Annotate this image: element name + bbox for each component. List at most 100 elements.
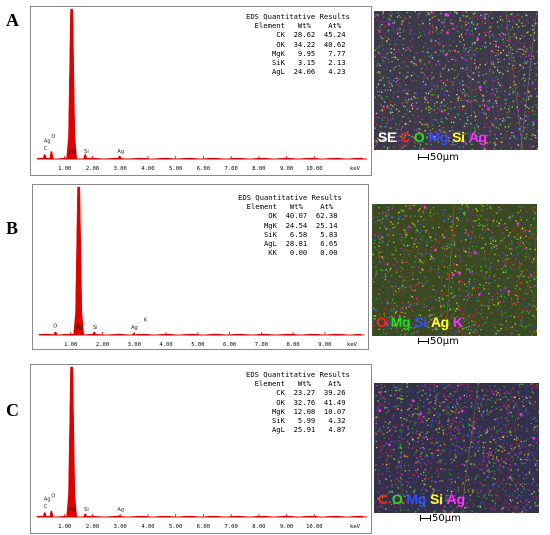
eds-spectrum-c: 1.00 2.00 3.00 4.00 5.00 6.00 7.00 8.00 9.00 10.0…: [30, 364, 372, 534]
x-tick-label: 1.00: [58, 524, 71, 530]
map-background: [372, 204, 537, 336]
x-tick-label: 6.00: [197, 524, 210, 530]
peak-label: Ag: [131, 325, 138, 331]
peak-c: [41, 512, 49, 518]
spectrum-svg-a: 1.00 2.00 3.00 4.00 5.00 6.00 7.00 8.00 9.00 10.0…: [36, 8, 367, 172]
scale-text: 50µm: [432, 513, 461, 524]
scale-bar-icon: [418, 154, 429, 160]
x-tick-label: 7.00: [225, 166, 238, 172]
map-speckle: [374, 383, 539, 513]
spectrum-baseline: [36, 515, 364, 518]
eds-table-row: AgL 25.91 4.87: [246, 425, 346, 435]
legend-entry: O: [376, 314, 387, 330]
x-tick-label: 2.00: [86, 524, 99, 530]
x-tick-label: 9.00: [280, 524, 293, 530]
peak-label: Mg: [69, 507, 77, 513]
eds-table-c: EDS Quantitative Results Element Wt% At%…: [246, 370, 350, 434]
eds-table-row: CK 23.27 39.26: [246, 388, 346, 398]
legend-entry: O: [391, 491, 403, 507]
eds-spectrum-b: 1.00 2.00 3.00 4.00 5.00 6.00 7.00 8.00 9.00 keV O…: [32, 184, 369, 350]
x-tick-label: 1.00: [64, 342, 77, 348]
eds-table-header: Element Wt% At%: [246, 379, 342, 389]
x-unit-label: keV: [350, 166, 361, 172]
peak-label: Mg: [76, 325, 84, 331]
x-tick-label: 5.00: [169, 166, 182, 172]
x-tick-label: 8.00: [286, 342, 299, 348]
x-tick-label: 4.00: [159, 342, 172, 348]
scale-text: 50µm: [430, 336, 459, 347]
panel-label: A: [6, 10, 19, 30]
eds-table-row: AgL 28.81 6.65: [238, 239, 338, 249]
eds-table-row: OK 40.07 62.38: [238, 211, 338, 221]
peak-ag: [116, 155, 123, 160]
x-tick-label: 5.00: [191, 342, 204, 348]
peak-mg: [66, 366, 78, 518]
peak-ag: [131, 333, 137, 336]
legend-entry: Ag: [430, 314, 449, 330]
x-tick-label: 6.00: [197, 166, 210, 172]
peak-mg: [66, 8, 78, 160]
peak-label: Ag: [117, 507, 124, 513]
x-tick-label: 3.00: [128, 342, 141, 348]
x-tick-label: 8.00: [252, 166, 265, 172]
legend-entry: K: [452, 314, 463, 330]
eds-table-row: MgK 9.95 7.77: [246, 48, 346, 58]
scale-bar-icon: [418, 338, 429, 344]
map-speckle: [374, 11, 538, 150]
map-speckle: [372, 204, 537, 336]
spectrum-baseline: [38, 333, 362, 336]
x-tick-label: 3.00: [114, 524, 127, 530]
panel-label: B: [6, 218, 19, 238]
scale-bar-c: 50µm: [420, 513, 461, 524]
eds-table-title: EDS Quantitative Results: [246, 370, 350, 379]
x-tick-label: 7.00: [255, 342, 268, 348]
scale-bar-b: 50µm: [418, 336, 459, 347]
peak-label: Ag: [117, 149, 124, 155]
x-tick-label: 2.00: [96, 342, 109, 348]
peak-label: Si: [93, 325, 98, 331]
peak-label: C: [44, 504, 48, 510]
peak-label: Ag: [44, 497, 51, 503]
element-map-c: C O Mg Si Ag: [374, 383, 539, 513]
x-tick-label: 5.00: [169, 524, 182, 530]
peak-ag: [117, 515, 123, 518]
eds-table-title: EDS Quantitative Results: [246, 12, 350, 21]
panel-c: C 1.00 2.00 3.00 4.00 5.00 6.00 7.00 8.00 9.00 10…: [0, 355, 550, 535]
scale-text: 50µm: [430, 152, 459, 163]
map-legend-b: O Mg Si Ag K: [376, 314, 467, 330]
eds-table-row: SiK 6.58 5.83: [238, 229, 338, 239]
peak-label: Si: [84, 149, 89, 155]
legend-entry: C: [378, 491, 388, 507]
peak-label: O: [51, 494, 55, 500]
legend-entry: Mg: [390, 314, 411, 330]
eds-table-row: AgL 24.06 4.23: [246, 67, 346, 77]
panel-a: A 1.00 2.00 3.00 4.00 5.00 6.00 7.00 8.00 9.00 10…: [0, 0, 550, 180]
spectrum-svg-c: 1.00 2.00 3.00 4.00 5.00 6.00 7.00 8.00 9.00 10.0…: [36, 366, 367, 530]
eds-table-row: MgK 12.08 10.07: [246, 406, 346, 416]
panel-label: C: [6, 400, 19, 420]
legend-entry: Si: [414, 314, 427, 330]
legend-entry: Mg: [406, 491, 427, 507]
peak-o: [48, 510, 55, 518]
x-unit-label: keV: [347, 342, 358, 348]
legend-entry: Si: [452, 129, 465, 145]
x-tick-label: 6.00: [223, 342, 236, 348]
element-map-a: SE C O Mg Si Ag: [374, 11, 538, 150]
eds-table-row: OK 32.76 41.49: [246, 397, 346, 407]
eds-table-header: Element Wt% At%: [246, 21, 342, 31]
x-tick-label: 7.00: [225, 524, 238, 530]
legend-entry: C: [400, 129, 410, 145]
eds-table-title: EDS Quantitative Results: [238, 193, 342, 202]
eds-table-row: KK 0.00 0.00: [238, 248, 338, 258]
peak-si: [82, 513, 88, 518]
eds-table-b: EDS Quantitative Results Element Wt% At%…: [238, 193, 342, 257]
peak-c: [41, 154, 49, 160]
x-tick-label: 9.00: [318, 342, 331, 348]
legend-entry: Ag: [468, 129, 487, 145]
x-tick-label: 8.00: [252, 524, 265, 530]
eds-table-row: OK 34.22 40.62: [246, 39, 346, 49]
eds-table-row: SiK 5.99 4.32: [246, 416, 346, 426]
x-unit-label: keV: [350, 524, 361, 530]
eds-table-row: CK 28.62 45.24: [246, 30, 346, 40]
legend-entry: SE: [378, 129, 397, 145]
